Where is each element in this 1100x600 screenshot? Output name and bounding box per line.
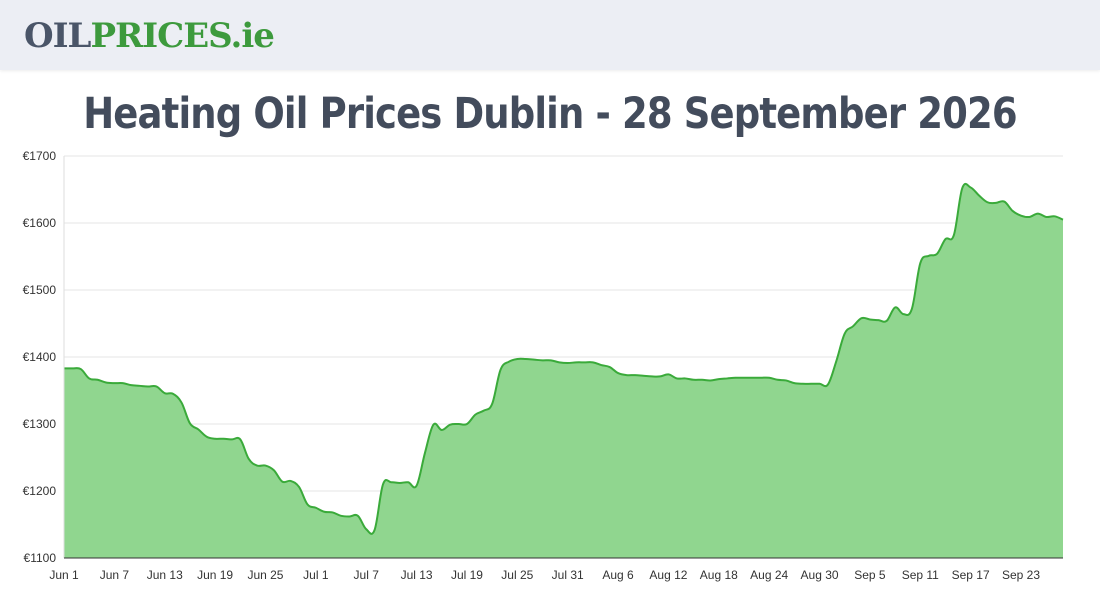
y-tick-label: €1400 [23,350,57,364]
x-tick-label: Aug 12 [649,568,687,582]
logo-text-prices: PRICES [90,16,231,56]
y-tick-label: €1200 [23,484,57,498]
price-line [63,182,1064,535]
x-tick-label: Jul 19 [451,568,483,582]
x-tick-label: Jul 25 [501,568,533,582]
y-axis-ticks: €1100 €1200 €1300 €1400 €1500 €1600 €1700 [23,149,57,565]
y-tick-label: €1600 [23,216,57,230]
y-tick-label: €1700 [23,149,57,163]
x-tick-label: Aug 30 [801,568,839,582]
logo-text-oil: OIL [24,16,91,56]
page-title: Heating Oil Prices Dublin - 28 September… [83,89,1017,139]
x-tick-label: Jun 7 [100,568,130,582]
chart-axes [63,156,1063,559]
x-tick-label: Aug 18 [700,568,738,582]
y-tick-label: €1500 [23,283,57,297]
x-tick-label: Sep 5 [854,568,886,582]
x-tick-label: Jul 7 [354,568,380,582]
x-tick-label: Jun 13 [147,568,183,582]
price-area [64,183,1063,558]
x-tick-label: Jul 13 [401,568,433,582]
x-tick-label: Sep 23 [1002,568,1040,582]
x-tick-label: Jun 1 [49,568,79,582]
logo-text-domain: .ie [230,16,274,56]
x-tick-label: Jun 19 [197,568,233,582]
x-tick-label: Aug 24 [750,568,788,582]
x-tick-label: Jun 25 [247,568,283,582]
chart-area-layer [63,182,1064,558]
x-tick-label: Sep 11 [902,568,939,582]
y-tick-label: €1100 [24,551,57,565]
x-tick-label: Jul 1 [303,568,329,582]
site-header: OILPRICES.ie [0,0,1100,70]
site-logo[interactable]: OILPRICES.ie [24,16,275,56]
x-axis-ticks: Jun 1 Jun 7 Jun 13 Jun 19 Jun 25 Jul 1 Jul 7 Ju… [49,568,1040,582]
x-tick-label: Jul 31 [552,568,584,582]
x-tick-label: Sep 17 [952,568,990,582]
y-tick-label: €1300 [23,417,57,431]
x-tick-label: Aug 6 [602,568,634,582]
